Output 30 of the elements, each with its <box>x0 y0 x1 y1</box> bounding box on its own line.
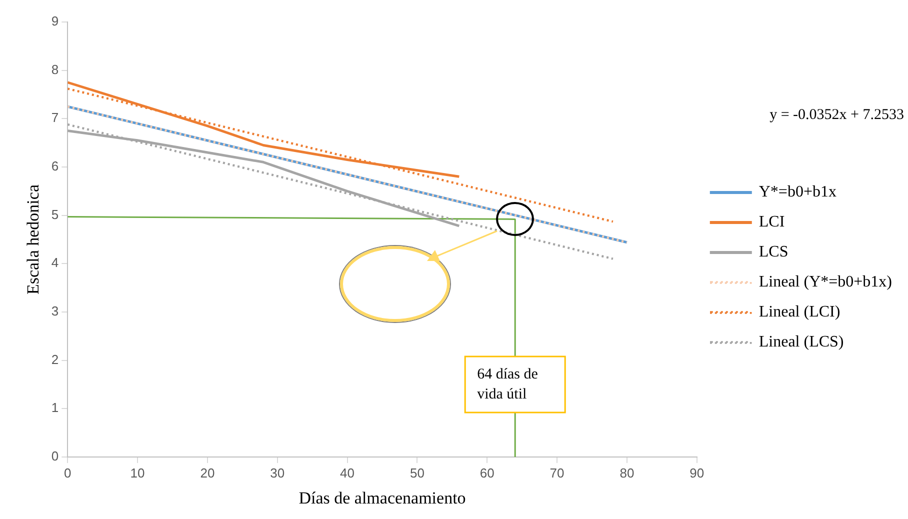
x-tick-label: 90 <box>690 465 704 480</box>
x-tick-label: 30 <box>270 465 285 480</box>
y-tick-label: 0 <box>51 448 59 464</box>
y-axis-title: Escala hedonica <box>24 184 43 294</box>
legend-label: Y*=b0+b1x <box>758 184 836 201</box>
x-tick-label: 40 <box>340 465 355 480</box>
y-tick-label: 7 <box>51 110 59 126</box>
y-tick-label: 2 <box>51 352 59 367</box>
y-tick-label: 5 <box>51 206 59 222</box>
y-tick-label: 8 <box>51 62 59 77</box>
x-tick-label: 60 <box>480 465 494 480</box>
y-tick-label: 9 <box>51 14 59 29</box>
legend-label: LCS <box>758 244 788 261</box>
x-tick-label: 50 <box>410 465 424 480</box>
x-tick-label: 70 <box>550 465 564 480</box>
legend-label: Lineal (Y*=b0+b1x) <box>758 274 892 291</box>
x-axis-title: Días de almacenamiento <box>298 488 466 508</box>
x-tick-label: 10 <box>130 465 145 480</box>
y-tick-label: 6 <box>51 158 59 174</box>
x-tick-label: 80 <box>620 465 634 480</box>
x-tick-label: 20 <box>200 465 215 480</box>
y-tick-label: 3 <box>51 304 59 319</box>
annotation: 64 días de vida útil <box>477 366 538 402</box>
legend-label: Lineal (LCI) <box>758 304 840 321</box>
legend-label: LCI <box>758 214 785 231</box>
y-tick-label: 1 <box>51 400 59 416</box>
text: y = -0.0352x + 7.2533 <box>770 106 904 123</box>
legend-label: Lineal (LCS) <box>758 334 844 351</box>
x-tick-label: 0 <box>64 465 72 480</box>
y-tick-label: 4 <box>51 255 59 270</box>
